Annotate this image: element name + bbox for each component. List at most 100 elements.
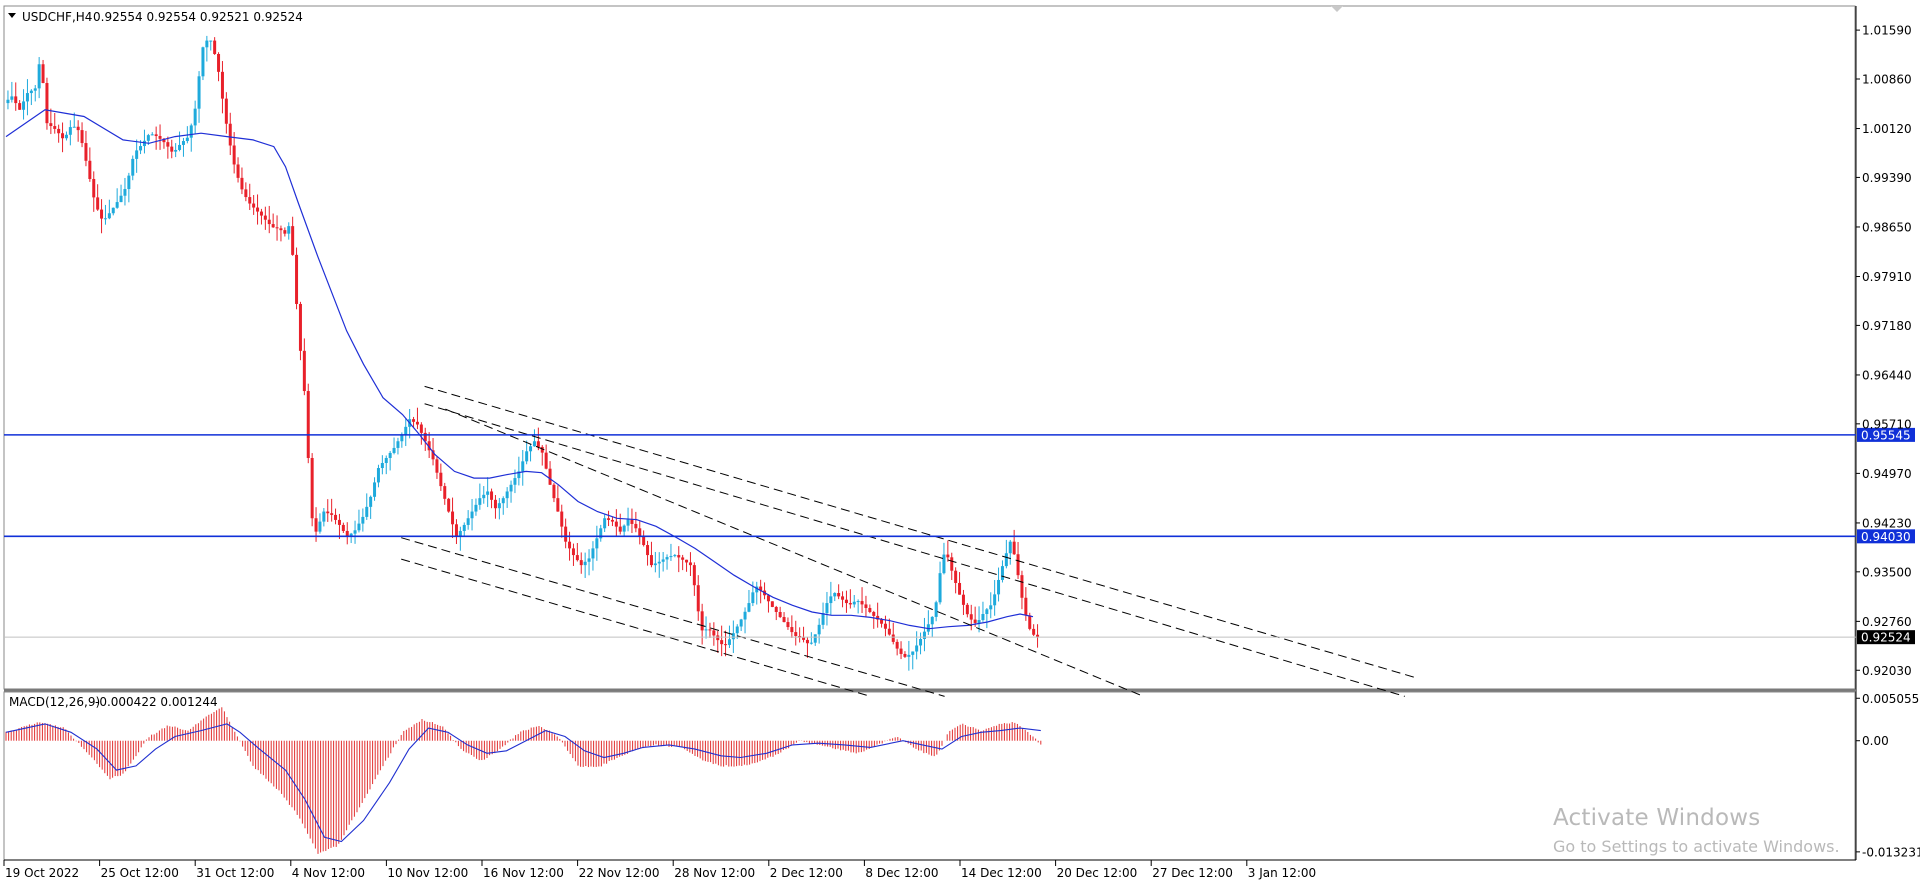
candle-body: [259, 211, 263, 216]
candle-body: [111, 207, 115, 214]
candle-body: [337, 519, 341, 525]
candle-body: [677, 555, 681, 558]
candle-body: [536, 441, 540, 447]
candle-body: [852, 601, 856, 605]
candle-body: [197, 76, 201, 109]
candle-body: [575, 555, 579, 561]
time-axis: 19 Oct 2022 25 Oct 12:00 31 Oct 12:00 4 Nov…: [3, 860, 1316, 880]
candle-body: [1000, 566, 1004, 580]
candle-body: [29, 90, 33, 94]
candle-body: [232, 145, 236, 165]
candle-body: [642, 536, 646, 546]
candle-body: [856, 601, 860, 603]
candle-body: [501, 498, 505, 504]
candle-body: [782, 617, 786, 623]
candle-body: [685, 559, 689, 563]
dashed-trendline: [401, 558, 871, 697]
macd-tick-label: 0.005055: [1862, 692, 1919, 706]
candle-body: [80, 130, 84, 144]
macd-signal-line: [5, 723, 1041, 843]
candle-body: [704, 629, 708, 631]
candle-body: [880, 619, 884, 624]
candle-body: [103, 218, 107, 220]
candle-body: [131, 158, 135, 176]
candle-body: [404, 426, 408, 435]
candle-body: [993, 594, 997, 606]
candle-body: [10, 96, 14, 100]
candle-body: [37, 64, 41, 89]
time-tick-label: 8 Dec 12:00: [865, 866, 938, 880]
candle-body: [876, 615, 880, 620]
candle-body: [61, 133, 65, 139]
candle-body: [45, 83, 49, 124]
candle-body: [915, 645, 919, 652]
candle-body: [708, 629, 712, 631]
candle-body: [638, 528, 642, 537]
candle-body: [525, 451, 529, 462]
time-tick-label: 31 Oct 12:00: [196, 866, 274, 880]
candle-body: [240, 177, 244, 190]
candle-body: [1008, 541, 1012, 554]
candle-body: [895, 641, 899, 649]
candle-body: [236, 164, 240, 178]
candle-body: [786, 622, 790, 628]
candle-body: [482, 494, 486, 499]
moving-average-layer: [5, 109, 1034, 630]
candle-body: [224, 98, 228, 124]
candle-body: [57, 128, 61, 134]
candle-body: [139, 146, 143, 151]
candle-body: [829, 596, 833, 604]
candle-body: [119, 195, 123, 203]
candle-body: [64, 134, 68, 139]
time-tick-label: 3 Jan 12:00: [1248, 866, 1316, 880]
price-axis: 1.01590 1.00860 1.00120 0.99390 0.98650 0.979…: [1856, 24, 1912, 678]
chart-shift-marker[interactable]: [1331, 6, 1343, 12]
candle-body: [256, 207, 260, 212]
candle-body: [88, 160, 92, 179]
candle-body: [911, 651, 915, 655]
candle-body: [217, 53, 221, 72]
candle-body: [716, 635, 720, 641]
candle-body: [341, 524, 345, 531]
candle-body: [170, 146, 174, 152]
candle-body: [919, 639, 923, 646]
candle-body: [688, 562, 692, 566]
candle-body: [466, 518, 470, 525]
candle-body: [899, 648, 903, 654]
candle-body: [790, 627, 794, 633]
candle-body: [291, 226, 295, 255]
candle-body: [513, 478, 517, 485]
price-tick-label: 0.97180: [1862, 319, 1912, 333]
level-price-tag: [1857, 427, 1915, 442]
candle-body: [193, 108, 197, 126]
candle-body: [669, 556, 673, 558]
price-tick-label: 0.97910: [1862, 270, 1912, 284]
candle-body: [595, 538, 599, 549]
time-tick-label: 4 Nov 12:00: [292, 866, 365, 880]
candle-body: [673, 555, 677, 557]
symbol-dropdown-icon[interactable]: [8, 13, 16, 18]
candle-body: [930, 616, 934, 625]
time-tick-label: 19 Oct 2022: [5, 866, 79, 880]
candle-body: [622, 525, 626, 532]
candle-body: [396, 441, 400, 448]
candle-body: [302, 350, 306, 392]
candle-body: [743, 611, 747, 620]
candle-body: [1036, 634, 1040, 637]
candle-body: [314, 518, 318, 532]
candle-body: [727, 639, 731, 645]
macd-tick-label: 0.00: [1862, 734, 1889, 748]
candle-body: [123, 189, 127, 196]
candle-body: [1020, 575, 1024, 598]
candle-body: [649, 555, 653, 566]
candle-body: [665, 557, 669, 560]
time-tick-label: 2 Dec 12:00: [770, 866, 843, 880]
candle-body: [318, 521, 322, 532]
candle-body: [868, 607, 872, 612]
candle-body: [365, 506, 369, 517]
macd-values: -0.000422 0.001244: [95, 695, 218, 709]
candle-body: [833, 593, 837, 597]
candle-body: [560, 511, 564, 527]
main-chart-area[interactable]: [3, 5, 1856, 690]
candle-body: [977, 620, 981, 623]
